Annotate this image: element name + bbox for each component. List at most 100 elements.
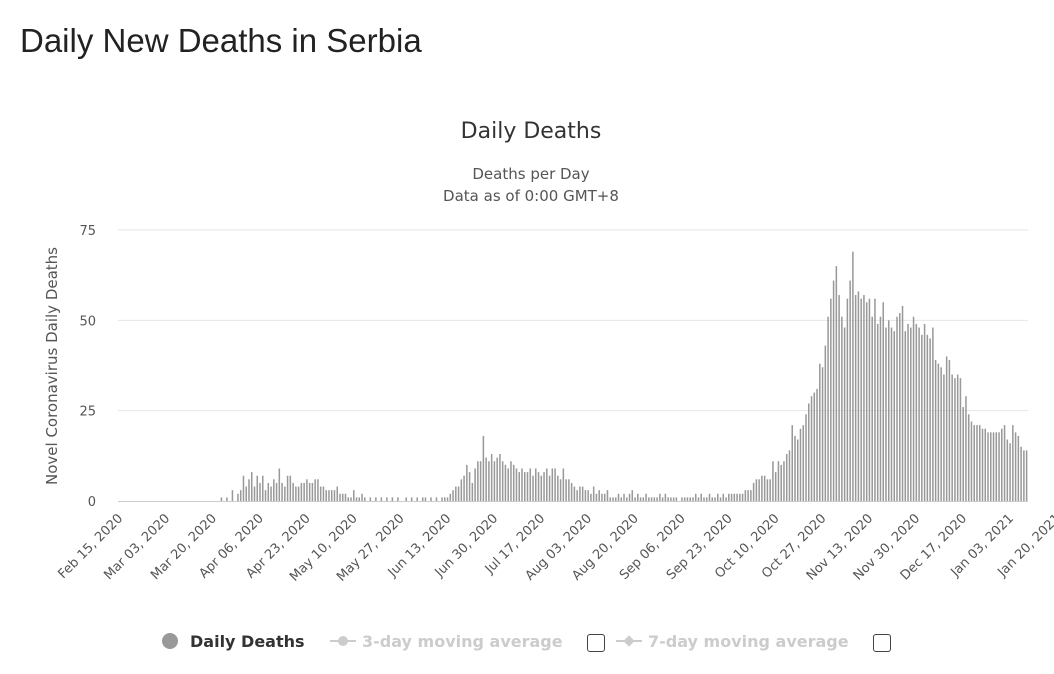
bar[interactable] xyxy=(576,490,578,501)
bar[interactable] xyxy=(570,482,573,501)
bar[interactable] xyxy=(424,497,427,501)
bar[interactable] xyxy=(501,461,504,501)
bar[interactable] xyxy=(923,323,926,501)
bar[interactable] xyxy=(932,327,934,501)
bar[interactable] xyxy=(945,356,948,501)
bar[interactable] xyxy=(890,327,893,501)
bar[interactable] xyxy=(551,468,554,501)
bar[interactable] xyxy=(808,403,810,501)
bar[interactable] xyxy=(405,497,407,501)
bar[interactable] xyxy=(912,316,915,501)
toggle-7-day-average-checkbox[interactable] xyxy=(873,634,891,652)
bar[interactable] xyxy=(361,493,363,501)
bar[interactable] xyxy=(620,497,623,501)
bar[interactable] xyxy=(819,363,821,501)
bar[interactable] xyxy=(504,464,507,501)
bar[interactable] xyxy=(915,323,918,501)
bar[interactable] xyxy=(289,475,292,501)
bar[interactable] xyxy=(565,479,567,501)
bar[interactable] xyxy=(998,432,1000,501)
bar[interactable] xyxy=(659,493,661,501)
bar[interactable] xyxy=(275,482,278,501)
bar[interactable] xyxy=(526,472,529,501)
bar[interactable] xyxy=(1003,425,1006,501)
bar[interactable] xyxy=(868,298,871,501)
bar[interactable] xyxy=(353,490,355,501)
bar[interactable] xyxy=(546,468,548,501)
bar[interactable] xyxy=(703,497,705,501)
bar[interactable] xyxy=(827,316,829,501)
bar[interactable] xyxy=(733,493,736,501)
bar[interactable] xyxy=(995,432,998,501)
bar[interactable] xyxy=(981,428,984,501)
bar[interactable] xyxy=(601,493,603,501)
bar[interactable] xyxy=(904,331,907,501)
bar[interactable] xyxy=(507,468,509,501)
bar[interactable] xyxy=(791,425,793,501)
bar[interactable] xyxy=(603,493,606,501)
bar[interactable] xyxy=(940,367,942,501)
bar[interactable] xyxy=(692,497,694,501)
bar[interactable] xyxy=(474,468,476,501)
bar[interactable] xyxy=(278,468,281,501)
bar[interactable] xyxy=(758,479,760,501)
bar[interactable] xyxy=(951,374,953,501)
bar[interactable] xyxy=(744,490,747,501)
bar[interactable] xyxy=(537,472,540,501)
bar[interactable] xyxy=(333,490,336,501)
bar[interactable] xyxy=(987,432,989,501)
bar[interactable] xyxy=(750,490,752,501)
bar[interactable] xyxy=(970,421,973,501)
bar[interactable] xyxy=(871,316,873,501)
bar[interactable] xyxy=(741,493,744,501)
bar[interactable] xyxy=(794,435,796,501)
bar[interactable] xyxy=(375,497,377,501)
bar[interactable] xyxy=(901,305,904,501)
bar[interactable] xyxy=(672,497,675,501)
bar[interactable] xyxy=(482,435,485,501)
bar[interactable] xyxy=(763,475,766,501)
bar[interactable] xyxy=(306,479,308,501)
bar[interactable] xyxy=(245,486,247,501)
bar[interactable] xyxy=(573,486,576,501)
bar[interactable] xyxy=(391,497,394,501)
bar[interactable] xyxy=(471,482,474,501)
bar[interactable] xyxy=(973,425,975,501)
bar[interactable] xyxy=(736,493,738,501)
bar[interactable] xyxy=(226,497,228,501)
bar[interactable] xyxy=(708,493,711,501)
bar[interactable] xyxy=(774,472,777,501)
bar[interactable] xyxy=(992,432,995,501)
bar[interactable] xyxy=(1012,425,1014,501)
bar[interactable] xyxy=(907,323,909,501)
bar[interactable] xyxy=(262,475,264,501)
bar[interactable] xyxy=(887,320,890,501)
bar[interactable] xyxy=(493,461,496,501)
bar[interactable] xyxy=(264,490,267,501)
bar[interactable] xyxy=(645,493,647,501)
bar[interactable] xyxy=(1017,435,1020,501)
bar[interactable] xyxy=(441,497,443,501)
bar[interactable] xyxy=(490,454,493,501)
bar[interactable] xyxy=(802,425,805,501)
bar[interactable] xyxy=(893,331,896,501)
bar[interactable] xyxy=(237,493,239,501)
bar[interactable] xyxy=(962,407,964,501)
legend-item-3-day-average[interactable]: 3-day moving average xyxy=(330,626,563,656)
bar[interactable] xyxy=(648,497,650,501)
bar[interactable] xyxy=(899,313,901,501)
bar[interactable] xyxy=(918,327,920,501)
bar[interactable] xyxy=(322,486,325,501)
bar[interactable] xyxy=(810,396,813,501)
bar[interactable] xyxy=(694,493,697,501)
bar[interactable] xyxy=(628,493,631,501)
bar[interactable] xyxy=(543,472,545,501)
bar[interactable] xyxy=(846,298,849,501)
bar[interactable] xyxy=(512,464,515,501)
bar[interactable] xyxy=(614,497,617,501)
bar[interactable] xyxy=(689,497,691,501)
bar[interactable] xyxy=(937,363,940,501)
bar[interactable] xyxy=(934,360,937,501)
bar[interactable] xyxy=(766,479,769,501)
bar[interactable] xyxy=(259,482,261,501)
